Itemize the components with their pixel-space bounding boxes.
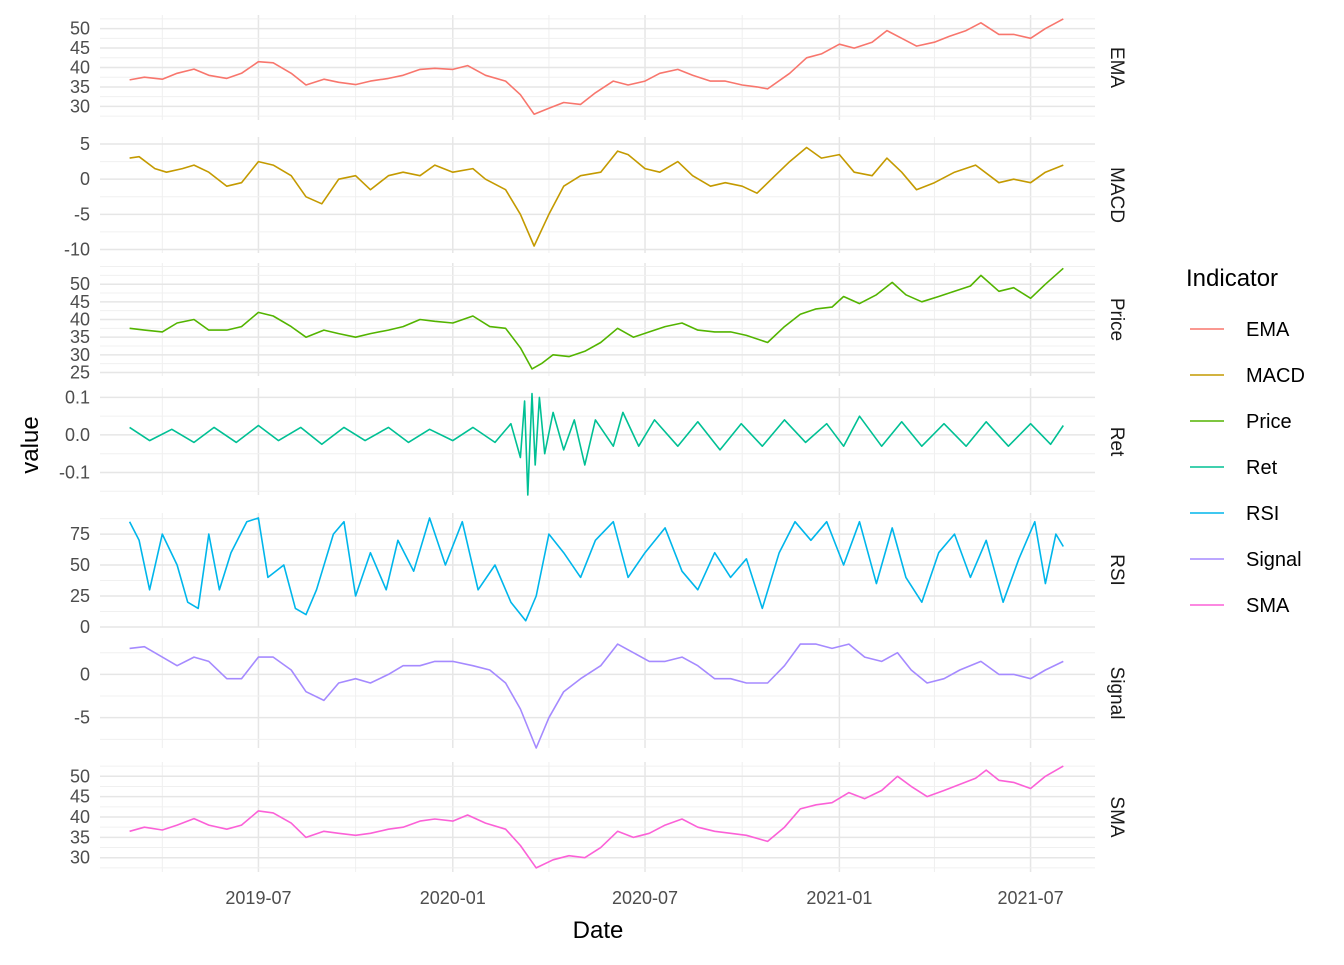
- x-tick-label: 2021-07: [998, 888, 1064, 908]
- legend-label-sma: SMA: [1246, 595, 1290, 617]
- facet-strip-label-ema: EMA: [1106, 47, 1127, 89]
- y-tick-label-macd: 0: [80, 169, 90, 189]
- y-tick-label-signal: 0: [80, 664, 90, 684]
- y-tick-label-signal: -5: [74, 708, 90, 728]
- y-tick-label-price: 40: [70, 310, 90, 330]
- facet-strip-label-sma: SMA: [1106, 796, 1127, 838]
- y-tick-label-ema: 45: [70, 38, 90, 58]
- y-tick-label-rsi: 75: [70, 524, 90, 544]
- y-tick-label-ema: 50: [70, 19, 90, 39]
- facet-strip-label-signal: Signal: [1106, 667, 1127, 720]
- y-tick-label-ret: 0.1: [65, 387, 90, 407]
- y-tick-label-price: 35: [70, 327, 90, 347]
- series-line-sma: [129, 765, 1064, 869]
- series-line-signal: [129, 643, 1064, 749]
- x-tick-label: 2021-01: [806, 888, 872, 908]
- y-tick-label-rsi: 50: [70, 555, 90, 575]
- y-tick-label-ema: 35: [70, 77, 90, 97]
- y-tick-label-rsi: 0: [80, 617, 90, 637]
- y-tick-label-ema: 30: [70, 96, 90, 116]
- facet-strip-label-ret: Ret: [1106, 427, 1127, 457]
- legend-title: Indicator: [1186, 265, 1278, 292]
- text-layer: 3035404550EMA-10-505MACD253035404550Pric…: [59, 19, 1127, 908]
- legend-label-signal: Signal: [1246, 549, 1302, 571]
- x-axis-title: Date: [573, 917, 624, 944]
- y-tick-label-price: 30: [70, 345, 90, 365]
- series-line-ema: [129, 18, 1064, 115]
- y-tick-label-rsi: 25: [70, 586, 90, 606]
- y-tick-label-ema: 40: [70, 58, 90, 78]
- x-tick-label: 2020-07: [612, 888, 678, 908]
- series-line-ret: [129, 392, 1064, 496]
- y-axis-title: value: [17, 416, 44, 473]
- legend-label-rsi: RSI: [1246, 503, 1279, 525]
- legend-label-price: Price: [1246, 411, 1292, 433]
- legend: EMA MACD Price Ret RSI Signal SMA: [1190, 319, 1305, 617]
- y-tick-label-sma: 30: [70, 848, 90, 868]
- y-tick-label-macd: -5: [74, 204, 90, 224]
- y-tick-label-sma: 35: [70, 827, 90, 847]
- y-tick-label-macd: 5: [80, 134, 90, 154]
- x-tick-label: 2020-01: [420, 888, 486, 908]
- series-line-macd: [129, 146, 1064, 247]
- series-layer: [128, 18, 1064, 869]
- y-tick-label-ret: -0.1: [59, 462, 90, 482]
- x-tick-label: 2019-07: [225, 888, 291, 908]
- facet-strip-label-macd: MACD: [1106, 167, 1127, 223]
- y-tick-label-ret: 0.0: [65, 425, 90, 445]
- grid-layer: [100, 15, 1095, 872]
- legend-label-macd: MACD: [1246, 365, 1305, 387]
- y-tick-label-macd: -10: [64, 239, 90, 259]
- y-tick-label-price: 25: [70, 362, 90, 382]
- series-line-rsi: [128, 517, 1064, 622]
- y-tick-label-sma: 45: [70, 787, 90, 807]
- y-tick-label-price: 50: [70, 274, 90, 294]
- y-tick-label-price: 45: [70, 292, 90, 312]
- legend-label-ema: EMA: [1246, 319, 1290, 341]
- facet-strip-label-rsi: RSI: [1106, 554, 1127, 586]
- series-line-price: [129, 267, 1064, 370]
- facet-strip-label-price: Price: [1106, 298, 1127, 341]
- y-tick-label-sma: 50: [70, 766, 90, 786]
- legend-label-ret: Ret: [1246, 457, 1278, 479]
- y-tick-label-sma: 40: [70, 807, 90, 827]
